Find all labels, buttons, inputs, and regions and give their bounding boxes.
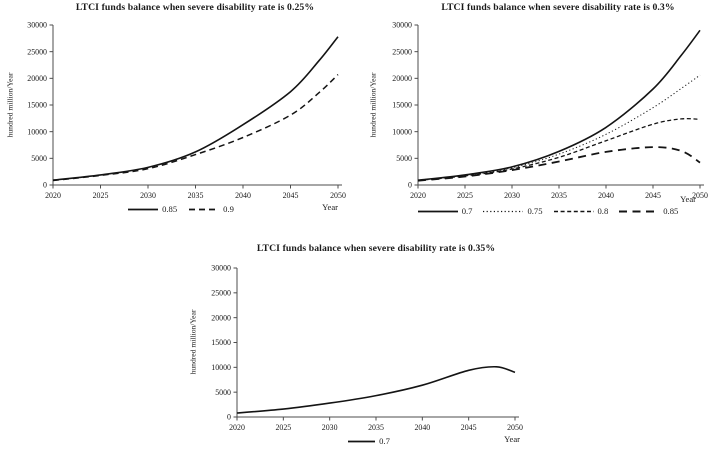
x-axis-label: Year <box>504 434 520 444</box>
x-tick-label: 2025 <box>457 191 473 200</box>
legend-item-0.7: 0.7 <box>348 436 390 446</box>
legend-item-0.85: 0.85 <box>128 204 177 214</box>
legend-line-sample-solid <box>348 440 376 442</box>
x-tick-label: 2040 <box>598 191 614 200</box>
legend-label: 0.85 <box>162 204 178 214</box>
y-tick-label: 0 <box>43 181 47 190</box>
x-tick-label: 2045 <box>645 191 661 200</box>
y-tick-label: 15000 <box>27 101 47 110</box>
legend-item-0.7: 0.7 <box>417 206 473 216</box>
legend-label: 0.8 <box>597 206 609 216</box>
series-line-0.85 <box>52 36 339 181</box>
legend: 0.7 <box>192 436 546 446</box>
x-tick-label: 2025 <box>275 423 291 432</box>
legend-line-sample-solid <box>128 208 159 210</box>
legend: 0.85 0.9 <box>4 204 358 214</box>
x-tick-label: 2040 <box>235 191 251 200</box>
series-line-0.75 <box>417 74 701 181</box>
y-tick-label: 30000 <box>392 21 412 30</box>
chart-title: LTCI funds balance when severe disabilit… <box>256 243 496 254</box>
series-line-0.7 <box>417 29 701 181</box>
y-tick-label: 0 <box>227 413 231 422</box>
legend-line-sample-solid <box>417 210 458 212</box>
chart-title: LTCI funds balance when severe disabilit… <box>75 2 315 13</box>
y-tick-label: 15000 <box>392 101 412 110</box>
y-tick-label: 10000 <box>211 363 231 372</box>
y-tick-label: 25000 <box>392 47 412 56</box>
x-tick-label: 2020 <box>45 191 61 200</box>
x-tick-label: 2035 <box>368 423 384 432</box>
x-tick-label: 2050 <box>507 423 523 432</box>
legend-item-0.8: 0.8 <box>553 206 609 216</box>
plot-area: 0 5000 10000 15000 20000 25000 30000 2020 2025 20… <box>392 21 708 200</box>
chart-severe-disability-rate-0-35: LTCI funds balance when severe disabilit… <box>180 240 534 454</box>
y-tick-label: 20000 <box>211 313 231 322</box>
legend-line-sample-medium-dashed <box>189 208 220 210</box>
x-tick-label: 2030 <box>140 191 156 200</box>
x-tick-label: 2050 <box>692 191 708 200</box>
x-axis-label: Year <box>322 202 338 212</box>
legend-line-sample-dotted <box>483 210 524 212</box>
y-tick-label: 0 <box>408 181 412 190</box>
x-axis-label: Year <box>680 194 696 204</box>
x-tick-label: 2045 <box>283 191 299 200</box>
y-tick-label: 20000 <box>392 74 412 83</box>
series-line-0.85 <box>417 146 701 182</box>
x-tick-label: 2020 <box>229 423 245 432</box>
legend-label: 0.7 <box>379 436 390 446</box>
y-tick-label: 20000 <box>27 74 47 83</box>
legend-label: 0.85 <box>663 206 679 216</box>
plot-area: 0 5000 10000 15000 20000 25000 30000 2020 2025 20… <box>211 264 523 432</box>
y-tick-label: 15000 <box>211 338 231 347</box>
x-tick-label: 2030 <box>504 191 520 200</box>
y-tick-label: 5000 <box>396 154 412 163</box>
chart-title: LTCI funds balance when severe disabilit… <box>441 2 675 13</box>
series-line-0.9 <box>52 74 339 182</box>
legend-item-0.9: 0.9 <box>189 204 234 214</box>
y-tick-label: 5000 <box>31 154 47 163</box>
y-tick-label: 25000 <box>211 289 231 298</box>
legend-item-0.75: 0.75 <box>483 206 543 216</box>
x-tick-label: 2045 <box>461 423 477 432</box>
plot-area: 0 5000 10000 15000 20000 25000 30000 2020 2025 20… <box>27 21 346 200</box>
y-tick-label: 5000 <box>215 388 231 397</box>
y-tick-label: 10000 <box>392 127 412 136</box>
x-tick-label: 2040 <box>414 423 430 432</box>
chart-severe-disability-rate-0-25: LTCI funds balance when severe disabilit… <box>0 0 354 230</box>
y-tick-label: 25000 <box>27 47 47 56</box>
legend-item-0.85: 0.85 <box>619 206 678 216</box>
legend-label: 0.9 <box>223 204 234 214</box>
x-tick-label: 2050 <box>330 191 346 200</box>
x-tick-label: 2020 <box>410 191 426 200</box>
x-tick-label: 2035 <box>188 191 204 200</box>
y-tick-label: 30000 <box>211 264 231 273</box>
series-line-0.7 <box>236 365 516 414</box>
x-tick-label: 2030 <box>322 423 338 432</box>
legend-label: 0.7 <box>461 206 473 216</box>
legend-line-sample-dashed <box>553 210 594 212</box>
y-tick-label: 10000 <box>27 127 47 136</box>
chart-severe-disability-rate-0-3: LTCI funds balance when severe disabilit… <box>354 0 708 230</box>
legend-line-sample-long-dashed <box>619 210 660 212</box>
legend-label: 0.75 <box>527 206 543 216</box>
x-tick-label: 2025 <box>93 191 109 200</box>
x-tick-label: 2035 <box>551 191 567 200</box>
series-line-0.8 <box>417 117 701 182</box>
legend: 0.7 0.75 0.8 0.85 <box>371 206 708 216</box>
y-tick-label: 30000 <box>27 21 47 30</box>
